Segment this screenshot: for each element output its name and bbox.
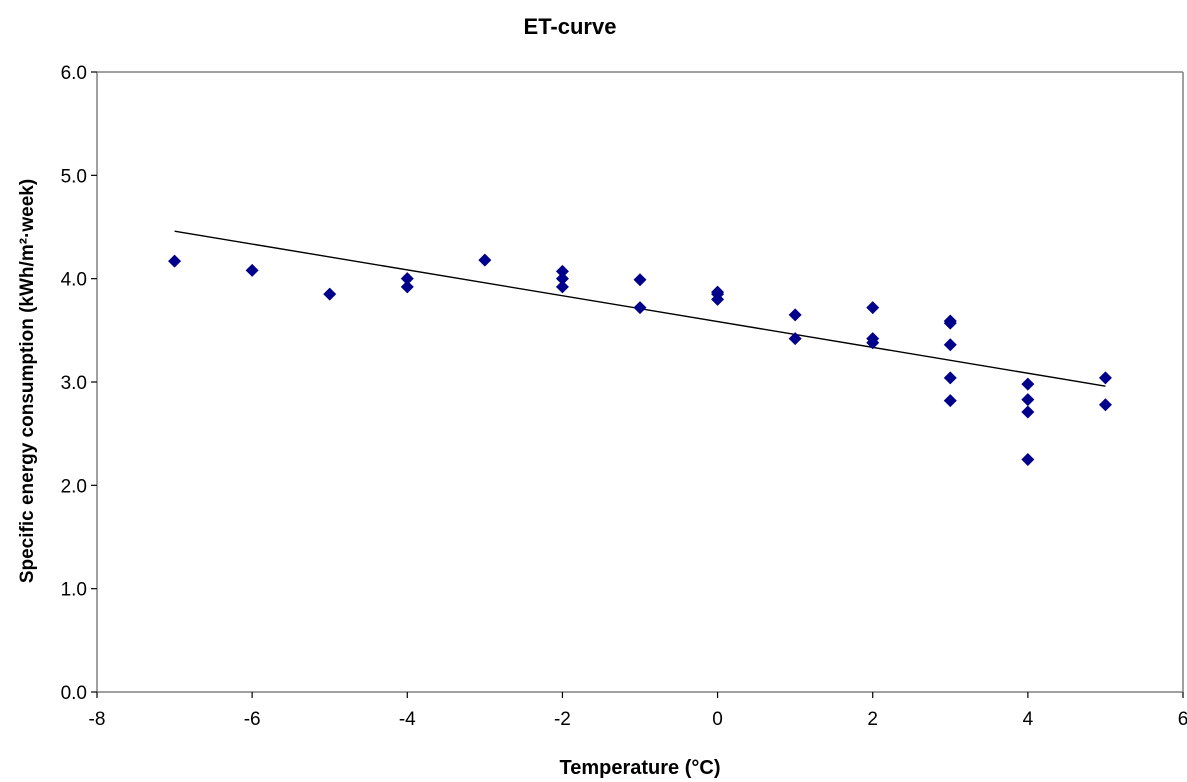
- x-tick-label: -6: [244, 709, 261, 730]
- data-point: [400, 280, 414, 294]
- data-point: [1021, 393, 1035, 407]
- y-tick-label: 4.0: [61, 270, 87, 291]
- y-tick-label: 3.0: [61, 373, 87, 394]
- data-point: [555, 264, 569, 278]
- data-point: [245, 263, 259, 277]
- x-tick-label: -2: [554, 709, 571, 730]
- data-point: [1021, 405, 1035, 419]
- data-point: [866, 336, 880, 350]
- data-point: [1098, 398, 1112, 412]
- x-tick-label: 4: [1023, 709, 1034, 730]
- data-point: [168, 254, 182, 268]
- x-tick-label: -4: [399, 709, 416, 730]
- chart-title: ET-curve: [523, 14, 617, 39]
- x-tick-label: 6: [1178, 709, 1187, 730]
- data-point: [555, 280, 569, 294]
- data-point: [711, 292, 725, 306]
- data-point: [633, 301, 647, 315]
- data-point: [943, 316, 957, 330]
- data-point: [1021, 377, 1035, 391]
- data-point: [555, 272, 569, 286]
- data-point: [866, 301, 880, 315]
- data-point: [788, 332, 802, 346]
- data-point: [943, 338, 957, 352]
- data-point: [478, 253, 492, 267]
- data-point: [323, 287, 337, 301]
- y-tick-label: 0.0: [61, 683, 87, 704]
- x-tick-label: 0: [712, 709, 723, 730]
- y-axis-label: Specific energy consumption (kWh/m²·week…: [17, 178, 38, 584]
- y-tick-label: 5.0: [61, 166, 87, 187]
- data-point: [943, 394, 957, 408]
- data-point: [943, 371, 957, 385]
- x-axis-label: Temperature (°C): [559, 757, 721, 779]
- y-tick-label: 6.0: [61, 63, 87, 84]
- data-point: [788, 308, 802, 322]
- data-point: [633, 273, 647, 287]
- data-point: [1098, 371, 1112, 385]
- y-tick-label: 1.0: [61, 580, 87, 601]
- x-tick-label: -8: [89, 709, 106, 730]
- data-point: [400, 272, 414, 286]
- x-tick-label: 2: [867, 709, 878, 730]
- y-tick-label: 2.0: [61, 476, 87, 497]
- data-point: [1021, 453, 1035, 466]
